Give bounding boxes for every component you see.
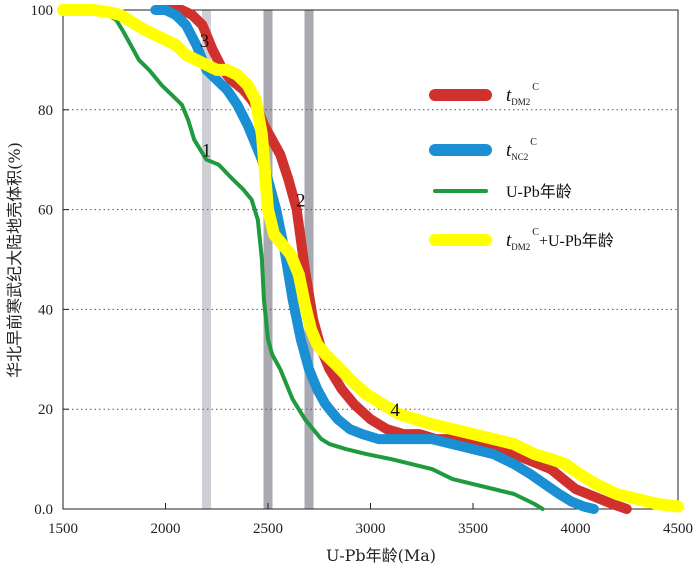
- x-tick-label: 4500: [663, 521, 693, 537]
- annotation-2: 2: [296, 191, 306, 212]
- annotations: 1 2 3 4: [200, 31, 401, 421]
- x-tick-label: 4000: [561, 521, 591, 537]
- highlight-bands: [202, 10, 314, 509]
- series-line-4: [57, 4, 684, 513]
- x-tick-label: 3000: [356, 521, 386, 537]
- y-tick-label: 80: [38, 103, 53, 119]
- legend-label-1: tDM2C: [506, 82, 539, 107]
- x-tick-label: 1500: [48, 521, 78, 537]
- y-tick-label: 60: [38, 203, 53, 219]
- band-3: [304, 10, 314, 509]
- x-tick-label: 3500: [458, 521, 488, 537]
- series-line-3: [61, 8, 545, 511]
- band-1: [202, 10, 211, 509]
- series-line-2: [150, 5, 599, 514]
- annotation-1: 1: [202, 141, 212, 162]
- y-axis-title: 华北早前寒武纪大陆地壳体积(%): [5, 142, 24, 378]
- y-tick-label: 40: [38, 302, 53, 318]
- annotation-4: 4: [390, 400, 400, 421]
- legend-label-3: U-Pb年龄: [506, 183, 572, 201]
- grid-lines: [63, 109, 678, 410]
- legend-label-2: tNC2C: [506, 137, 537, 162]
- x-tick-label: 2500: [253, 521, 283, 537]
- y-tick-label: 0.0: [34, 502, 53, 518]
- y-tick-label: 100: [31, 3, 54, 19]
- band-2: [263, 10, 273, 509]
- series-layer: [57, 4, 684, 514]
- axes: 1500 2000 2500 3000 3500 4000 4500 0.0 20 40 60 80 1…: [31, 3, 694, 537]
- x-tick-label: 2000: [151, 521, 181, 537]
- legend-label-4: tDM2C+U-Pb年龄: [506, 227, 614, 252]
- legend: tDM2C tNC2C U-Pb年龄 tDM2C+U-Pb年龄: [429, 82, 614, 252]
- y-tick-label: 20: [38, 402, 53, 418]
- x-axis-title: U-Pb年龄(Ma): [326, 546, 436, 565]
- annotation-3: 3: [200, 31, 210, 52]
